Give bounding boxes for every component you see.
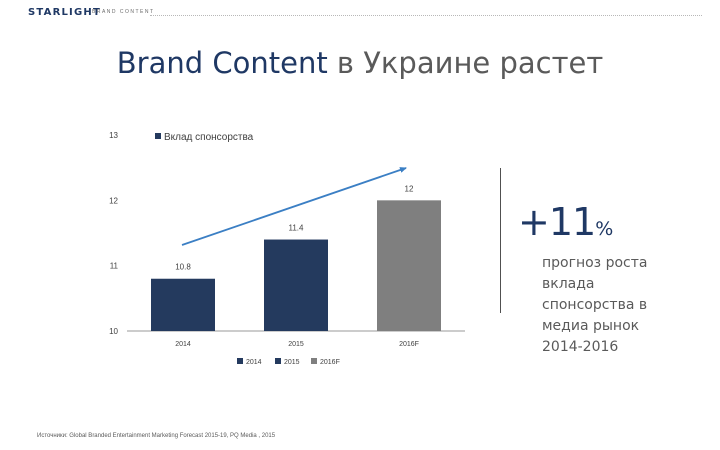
data-label-2016F: 12 — [405, 184, 414, 193]
bar-2016F — [377, 200, 441, 331]
legend-series-label: Вклад спонсорства — [164, 132, 254, 143]
title-ru: в Украине растет — [336, 46, 604, 80]
x-tick-label: 2014 — [175, 341, 191, 348]
legend-swatch-2014 — [237, 358, 243, 364]
brand-logo: STARLIGHT — [28, 7, 101, 18]
bar-2014 — [151, 278, 215, 331]
legend-label-2014: 2014 — [246, 359, 262, 366]
growth-value: +11 — [518, 200, 596, 244]
growth-figure: +11% — [518, 200, 613, 244]
y-tick-label: 13 — [109, 131, 118, 140]
growth-unit: % — [595, 218, 614, 240]
slide-title: Brand Content в Украине растет — [0, 46, 720, 80]
y-tick-label: 12 — [109, 196, 118, 205]
y-tick-label: 11 — [110, 262, 119, 271]
source-note: Источники: Global Branded Entertainment … — [37, 433, 276, 439]
data-label-2015: 11.4 — [289, 224, 305, 233]
trend-arrow — [181, 167, 407, 246]
bar-2015 — [264, 239, 328, 331]
legend-series-swatch — [155, 133, 161, 139]
legend-swatch-2016F — [311, 358, 317, 364]
data-label-2014: 10.8 — [175, 263, 191, 272]
brand-logo-subtitle: BRAND CONTENT — [92, 9, 155, 15]
legend-label-2016F: 2016F — [320, 359, 340, 366]
y-tick-label: 10 — [109, 327, 118, 336]
legend-swatch-2015 — [275, 358, 281, 364]
growth-description: прогноз роста вклада спонсорства в медиа… — [542, 255, 648, 355]
title-en: Brand Content — [116, 46, 328, 80]
legend-label-2015: 2015 — [284, 359, 300, 366]
x-tick-label: 2016F — [399, 341, 419, 348]
vertical-divider — [500, 168, 501, 313]
x-tick-label: 2015 — [288, 341, 304, 348]
header-divider — [150, 15, 702, 16]
